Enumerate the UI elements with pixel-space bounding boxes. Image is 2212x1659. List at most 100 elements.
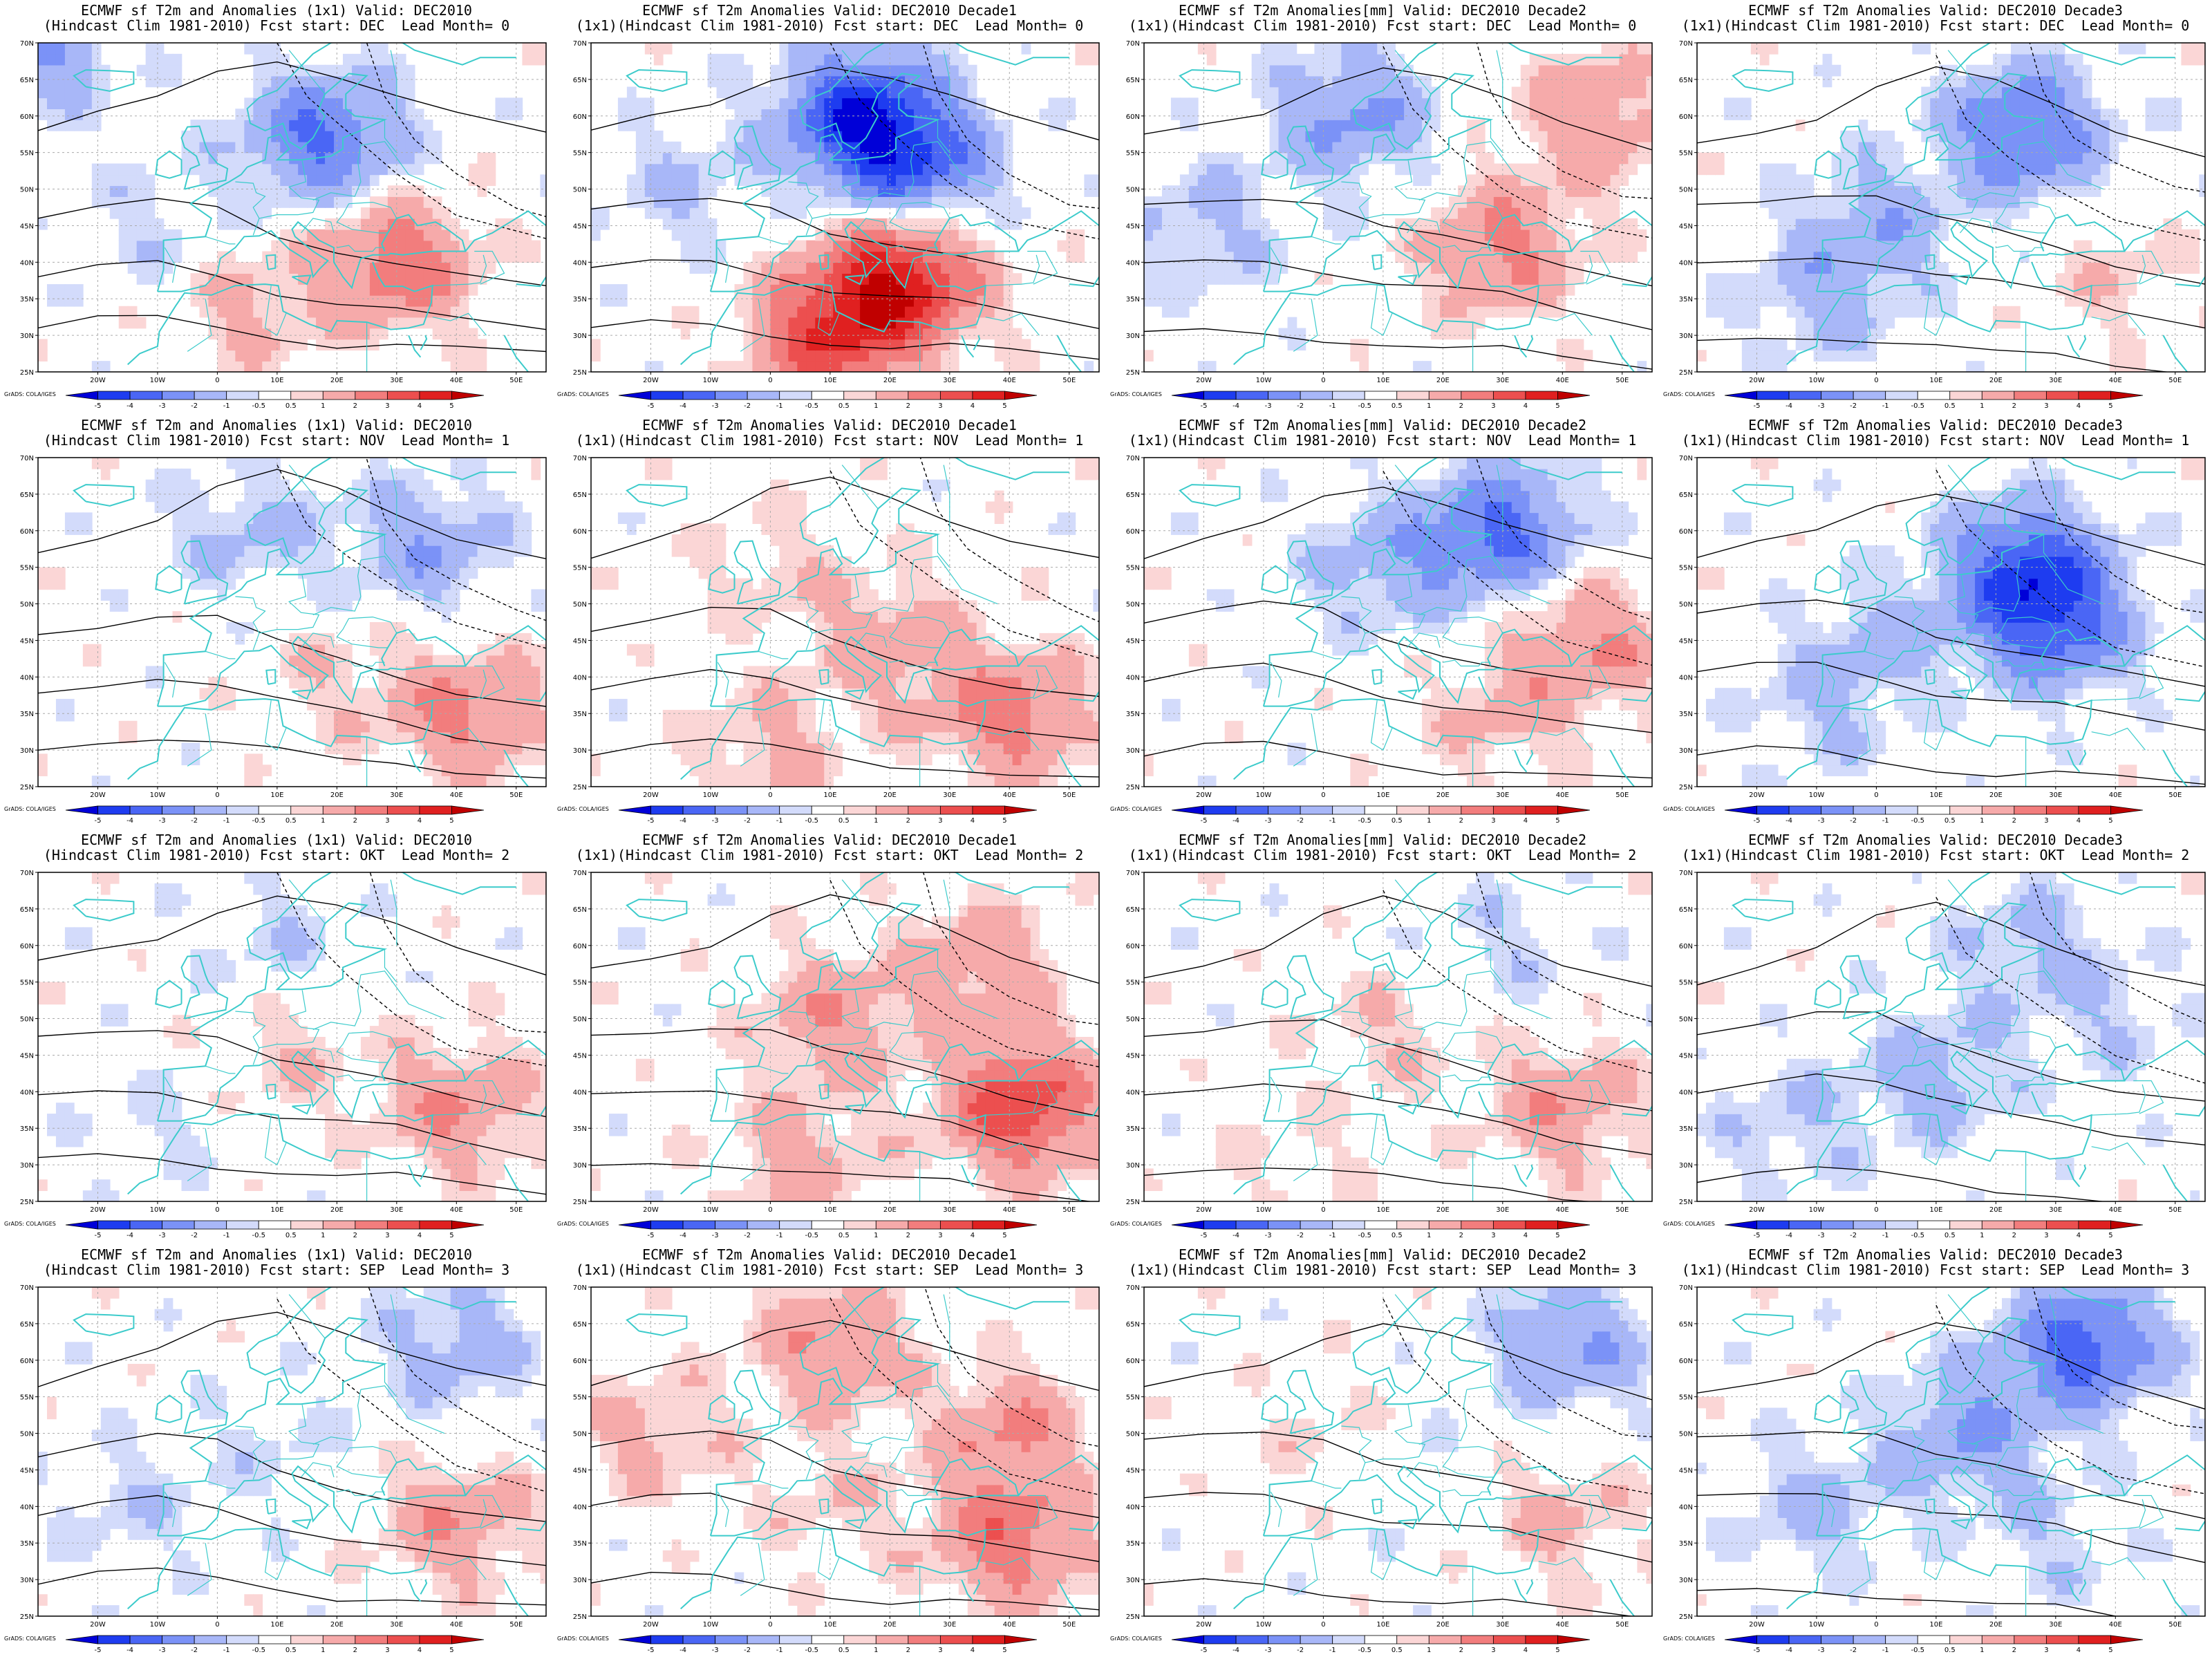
colorbar-label: 5 xyxy=(449,1647,453,1654)
panel-subtitle: (Hindcast Clim 1981-2010) Fcst start: SE… xyxy=(43,1262,510,1278)
grads-credit: GrADS: COLA/IGES xyxy=(1110,391,1162,397)
lat-tick-label: 25N xyxy=(20,369,34,377)
colorbar-label: 1 xyxy=(1980,1232,1984,1239)
lat-tick-label: 30N xyxy=(1126,1577,1140,1584)
lat-tick-label: 70N xyxy=(1679,1284,1693,1292)
anomaly-map: 70N 65N 60N 55N 50N 45N 40N 35N 30N 25N 20W 10W 0 10E… xyxy=(20,40,547,410)
anomaly-shading xyxy=(38,872,546,1201)
colorbar-label: 4 xyxy=(1524,402,1528,410)
lat-tick-label: 35N xyxy=(1679,296,1693,303)
lat-tick-label: 60N xyxy=(20,528,34,536)
colorbar-label: 2 xyxy=(1459,1647,1463,1654)
colorbar-label: -2 xyxy=(744,402,751,410)
lon-tick-label: 20E xyxy=(1989,377,2003,384)
lon-tick-label: 50E xyxy=(509,791,523,799)
lat-tick-label: 30N xyxy=(573,1577,587,1584)
colorbar-label: 5 xyxy=(449,1232,453,1239)
coastlines xyxy=(1179,872,1652,1201)
colorbar-label: 5 xyxy=(2108,1647,2112,1654)
lat-tick-label: 25N xyxy=(573,784,587,791)
lat-tick-label: 70N xyxy=(1679,455,1693,462)
anomaly-map: 70N 65N 60N 55N 50N 45N 40N 35N 30N 25N 20W 10W 0 10E… xyxy=(1126,40,1653,410)
map-frame xyxy=(1143,457,1653,787)
lon-tick-label: 0 xyxy=(1321,791,1325,799)
lon-tick-label: 10W xyxy=(150,377,166,384)
lat-tick-label: 60N xyxy=(1126,1358,1140,1365)
colorbar-label: 0.5 xyxy=(1391,1232,1403,1239)
colorbar-label: -1 xyxy=(1882,817,1889,825)
colorbar-label: 3 xyxy=(1491,1232,1495,1239)
lon-tick-label: 20W xyxy=(1196,377,1212,384)
coastlines xyxy=(626,43,1099,372)
lat-tick-label: 30N xyxy=(20,332,34,340)
colorbar-label: 5 xyxy=(1002,1647,1006,1654)
colorbar-label: -4 xyxy=(126,817,133,825)
lat-tick-label: 70N xyxy=(1679,40,1693,48)
grads-credit: GrADS: COLA/IGES xyxy=(1110,806,1162,812)
lon-tick-label: 40E xyxy=(2109,377,2122,384)
colorbar-label: 5 xyxy=(1555,1232,1559,1239)
colorbar-label: -1 xyxy=(223,1232,230,1239)
colorbar-label: 3 xyxy=(938,402,942,410)
colorbar-label: 1 xyxy=(1980,1647,1984,1654)
lon-tick-label: 0 xyxy=(768,1206,772,1214)
lon-tick-label: 40E xyxy=(1003,377,1016,384)
colorbar-label: 4 xyxy=(418,1647,422,1654)
lon-tick-label: 30E xyxy=(1496,1621,1509,1629)
anomaly-map: 70N 65N 60N 55N 50N 45N 40N 35N 30N 25N 20W 10W 0 10E… xyxy=(1679,1284,2206,1654)
lon-tick-label: 20E xyxy=(883,1621,897,1629)
colorbar-label: 3 xyxy=(385,817,389,825)
panel-title: ECMWF sf T2m Anomalies Valid: DEC2010 De… xyxy=(1748,417,2123,433)
colorbar-label: 5 xyxy=(2108,1232,2112,1239)
colorbar-label: 0.5 xyxy=(838,402,850,410)
colorbar-label: 0.5 xyxy=(838,1647,850,1654)
lat-tick-label: 25N xyxy=(1126,1613,1140,1621)
lat-tick-label: 35N xyxy=(1126,1540,1140,1548)
anomaly-shading xyxy=(591,872,1099,1201)
lon-tick-label: 50E xyxy=(509,1206,523,1214)
lon-tick-label: 10W xyxy=(150,1206,166,1214)
colorbar: -5 -4 -3 -2 -1 -0.5 0.5 1 2 3 4 5 xyxy=(65,805,485,825)
lon-tick-label: 10W xyxy=(1256,1621,1272,1629)
lon-tick-label: 0 xyxy=(215,1206,219,1214)
colorbar-label: -3 xyxy=(712,1647,719,1654)
lon-tick-label: 10W xyxy=(1809,377,1825,384)
lon-tick-label: 50E xyxy=(2168,1206,2182,1214)
lat-tick-label: 40N xyxy=(1126,259,1140,267)
panel-subtitle: (Hindcast Clim 1981-2010) Fcst start: OK… xyxy=(43,847,510,863)
colorbar-label: -2 xyxy=(1297,817,1304,825)
forecast-panel: ECMWF sf T2m Anomalies[mm] Valid: DEC201… xyxy=(1106,0,1659,415)
lon-tick-label: 30E xyxy=(390,791,403,799)
lat-tick-label: 55N xyxy=(20,150,34,158)
colorbar-label: -2 xyxy=(1297,1232,1304,1239)
colorbar-label: -2 xyxy=(191,817,198,825)
colorbar-label: -5 xyxy=(95,1232,102,1239)
lat-tick-label: 45N xyxy=(20,223,34,230)
lat-tick-label: 25N xyxy=(1679,1199,1693,1206)
temperature-contours xyxy=(591,458,1099,778)
forecast-panel: ECMWF sf T2m Anomalies Valid: DEC2010 De… xyxy=(553,1244,1106,1659)
lat-tick-label: 60N xyxy=(573,528,587,536)
colorbar-label: 1 xyxy=(1427,1647,1431,1654)
colorbar: -5 -4 -3 -2 -1 -0.5 0.5 1 2 3 4 5 xyxy=(1171,391,1591,410)
lon-tick-label: 40E xyxy=(450,377,463,384)
colorbar-label: -2 xyxy=(1850,1232,1857,1239)
colorbar-label: -2 xyxy=(191,1232,198,1239)
lon-tick-label: 10E xyxy=(1929,791,1942,799)
lat-tick-label: 65N xyxy=(1126,77,1140,84)
colorbar-label: 3 xyxy=(1491,817,1495,825)
colorbar-label: -4 xyxy=(126,402,133,410)
coastlines xyxy=(1179,43,1652,372)
colorbar-label: 4 xyxy=(418,1232,422,1239)
anomaly-map: 70N 65N 60N 55N 50N 45N 40N 35N 30N 25N 20W 10W 0 10E… xyxy=(20,870,547,1239)
colorbar: -5 -4 -3 -2 -1 -0.5 0.5 1 2 3 4 5 xyxy=(618,805,1038,825)
lon-tick-label: 20E xyxy=(1989,1621,2003,1629)
lat-tick-label: 40N xyxy=(1679,674,1693,682)
colorbar-label: 3 xyxy=(938,1232,942,1239)
lon-tick-label: 10E xyxy=(823,1206,836,1214)
colorbar-label: -5 xyxy=(648,1647,655,1654)
colorbar-label: 5 xyxy=(2108,402,2112,410)
colorbar-label: 0.5 xyxy=(1944,817,1956,825)
forecast-panel: ECMWF sf T2m Anomalies Valid: DEC2010 De… xyxy=(1659,0,2212,415)
lat-tick-label: 25N xyxy=(20,1199,34,1206)
